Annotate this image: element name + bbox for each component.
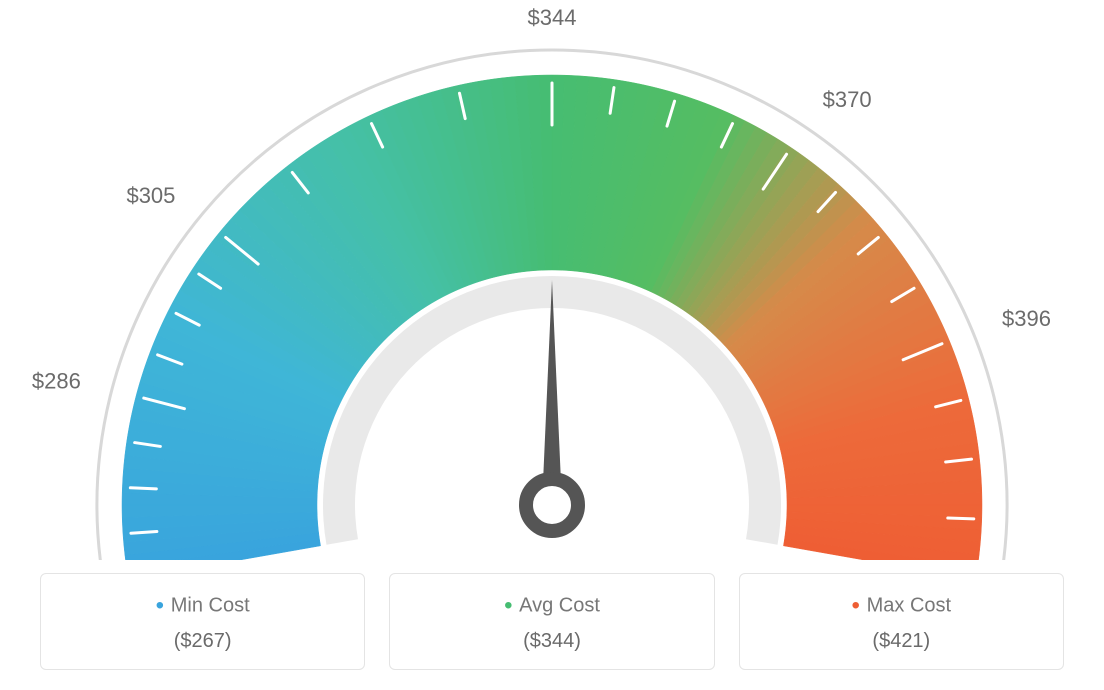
gauge-tick-label: $286 — [32, 369, 81, 394]
legend-max-label: Max Cost — [750, 592, 1053, 620]
legend-card-avg: Avg Cost ($344) — [389, 573, 714, 670]
gauge-chart: $267$286$305$344$370$396$421 — [0, 0, 1104, 560]
legend-avg-value: ($344) — [400, 630, 703, 653]
gauge-tick-label: $344 — [528, 5, 577, 30]
legend-avg-label: Avg Cost — [400, 592, 703, 620]
legend-max-value: ($421) — [750, 630, 1053, 653]
gauge-tick-label: $370 — [823, 87, 872, 112]
legend-min-value: ($267) — [51, 630, 354, 653]
legend-card-max: Max Cost ($421) — [739, 573, 1064, 670]
legend-row: Min Cost ($267) Avg Cost ($344) Max Cost… — [40, 573, 1064, 670]
legend-card-min: Min Cost ($267) — [40, 573, 365, 670]
legend-min-label: Min Cost — [51, 592, 354, 620]
gauge-tick-label: $396 — [1002, 306, 1051, 331]
gauge-tick-label: $305 — [126, 183, 175, 208]
